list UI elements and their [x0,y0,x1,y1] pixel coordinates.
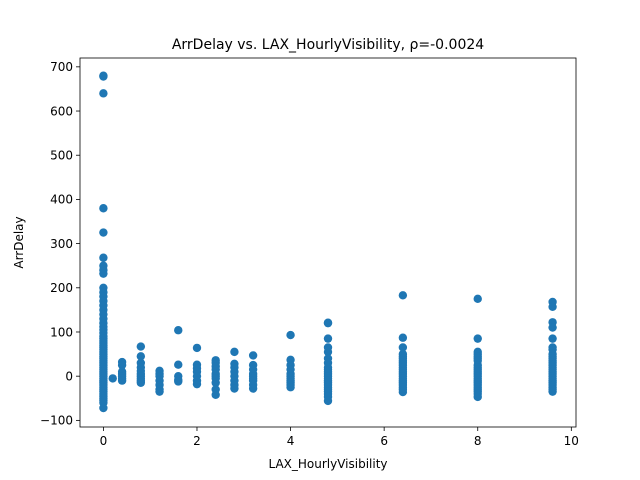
data-point-12-1 [398,333,408,342]
data-point-4-6 [155,387,164,396]
data-point-6-0 [192,343,202,353]
data-points [99,71,557,413]
data-point-13-0 [473,294,482,304]
y-tick-label-2: 100 [50,325,73,339]
data-point-2-1 [117,360,127,370]
data-point-13-1 [473,334,482,343]
x-tick-label-2: 4 [287,434,295,448]
y-tick-label-4: 300 [50,237,73,251]
y-axis-ticks: −100 0 100 200 300 400 500 600 700 [40,60,80,428]
x-tick-label-1: 2 [193,434,201,448]
data-point-5-0 [174,326,183,335]
data-point-11-2 [323,334,333,343]
data-point-6-6 [192,379,202,389]
y-tick-label-5: 400 [50,193,73,207]
data-point-10-0 [286,330,295,340]
data-point-14-3 [548,323,557,332]
y-tick-label-0: −100 [40,414,73,428]
data-point-1-0 [108,374,117,383]
x-axis-ticks: 0 2 4 6 8 10 [100,427,579,448]
data-point-3-9 [136,378,146,388]
data-point-14-1 [548,302,557,311]
data-point-0-4 [99,228,108,237]
plot-frame [79,57,577,428]
x-tick-label-3: 6 [380,434,388,448]
y-tick-label-3: 200 [50,281,73,295]
data-point-3-0 [136,342,146,351]
data-point-7-9 [211,390,220,399]
data-point-14-24 [548,387,557,396]
data-point-9-8 [248,384,258,393]
data-point-0-3 [99,204,108,213]
x-tick-label-5: 10 [564,434,579,448]
data-point-0-2 [99,89,108,98]
data-point-0-8 [99,269,108,278]
data-point-13-21 [473,392,482,402]
y-tick-label-6: 500 [50,149,73,163]
data-point-14-4 [548,334,557,343]
data-point-12-2 [398,343,408,352]
y-axis-label: ArrDelay [12,216,26,268]
y-tick-label-7: 600 [50,104,73,118]
data-point-0-1 [99,72,108,81]
y-tick-label-8: 700 [50,60,73,74]
data-point-11-21 [323,396,333,406]
data-point-5-4 [174,377,183,386]
data-point-12-0 [398,291,408,300]
data-point-11-4 [323,347,333,357]
data-point-12-20 [398,387,408,397]
data-point-10-10 [286,383,295,392]
chart-title: ArrDelay vs. LAX_HourlyVisibility, ρ=-0.… [172,37,484,53]
data-point-8-7 [230,384,239,393]
data-point-2-6 [117,376,127,385]
data-point-8-0 [230,347,239,357]
data-point-3-1 [136,352,146,361]
x-axis-label: LAX_HourlyVisibility [268,457,387,471]
y-tick-label-1: 0 [65,369,73,383]
data-point-7-7 [211,378,220,388]
data-point-5-1 [174,360,183,369]
data-point-9-0 [248,351,258,360]
data-point-0-5 [99,253,108,262]
x-tick-label-0: 0 [100,434,108,448]
x-tick-label-4: 8 [474,434,482,448]
data-point-11-1 [323,318,333,328]
data-point-0-52 [99,403,108,413]
